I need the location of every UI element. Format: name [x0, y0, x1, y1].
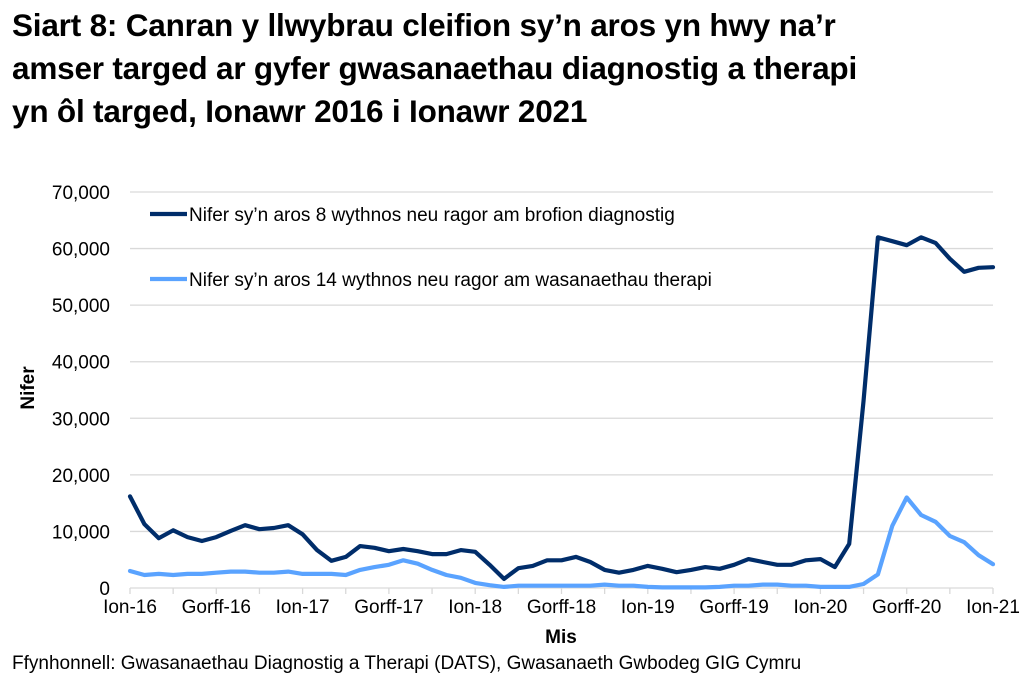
y-axis-ticks: 0 10,000 20,000 30,000 40,000 50,000 60,000 70,… [52, 183, 110, 600]
y-tick-label: 40,000 [52, 353, 110, 374]
chart-title: Siart 8: Canran y llwybrau cleifion sy’n… [12, 4, 1027, 133]
y-tick-label: 30,000 [52, 409, 110, 430]
x-tick-label: Ion-21 [966, 597, 1020, 618]
y-tick-label: 0 [99, 579, 110, 600]
series-line [127, 235, 996, 582]
chart-title-line-2: amser targed ar gyfer gwasanaethau diagn… [12, 50, 858, 86]
x-tick-label: Gorff-17 [354, 597, 423, 618]
x-axis: Ion-16 Gorff-16 Ion-17 Gorff-17 Ion-18 Gorff-… [103, 587, 1020, 618]
data-series [127, 235, 996, 590]
y-tick-label: 60,000 [52, 240, 110, 261]
x-tick-label: Ion-17 [276, 597, 330, 618]
source-note: Ffynhonnell: Gwasanaethau Diagnostig a T… [12, 653, 802, 674]
x-tick-label: Gorff-18 [527, 597, 596, 618]
y-tick-label: 70,000 [52, 183, 110, 204]
gridlines [130, 191, 993, 533]
x-axis-title: Mis [545, 627, 577, 648]
legend-label: Nifer sy’n aros 8 wythnos neu ragor am b… [189, 205, 675, 226]
x-tick-label: Gorff-20 [872, 597, 941, 618]
y-tick-label: 20,000 [52, 466, 110, 487]
chart-title-line-1: Siart 8: Canran y llwybrau cleifion sy’n… [12, 7, 836, 43]
chart-title-line-3: yn ôl targed, Ionawr 2016 i Ionawr 2021 [12, 93, 588, 129]
x-tick-label: Ion-20 [793, 597, 847, 618]
series-line [127, 495, 996, 590]
x-tick-label: Gorff-16 [182, 597, 251, 618]
x-tick-label: Ion-18 [448, 597, 502, 618]
y-axis-title: Nifer [18, 366, 39, 410]
x-tick-label: Ion-19 [621, 597, 675, 618]
y-tick-label: 10,000 [52, 522, 110, 543]
y-tick-label: 50,000 [52, 296, 110, 317]
x-tick-label: Gorff-19 [699, 597, 768, 618]
legend: Nifer sy’n aros 8 wythnos neu ragor am b… [150, 205, 712, 291]
x-tick-label: Ion-16 [103, 597, 157, 618]
legend-label: Nifer sy’n aros 14 wythnos neu ragor am … [189, 270, 712, 291]
